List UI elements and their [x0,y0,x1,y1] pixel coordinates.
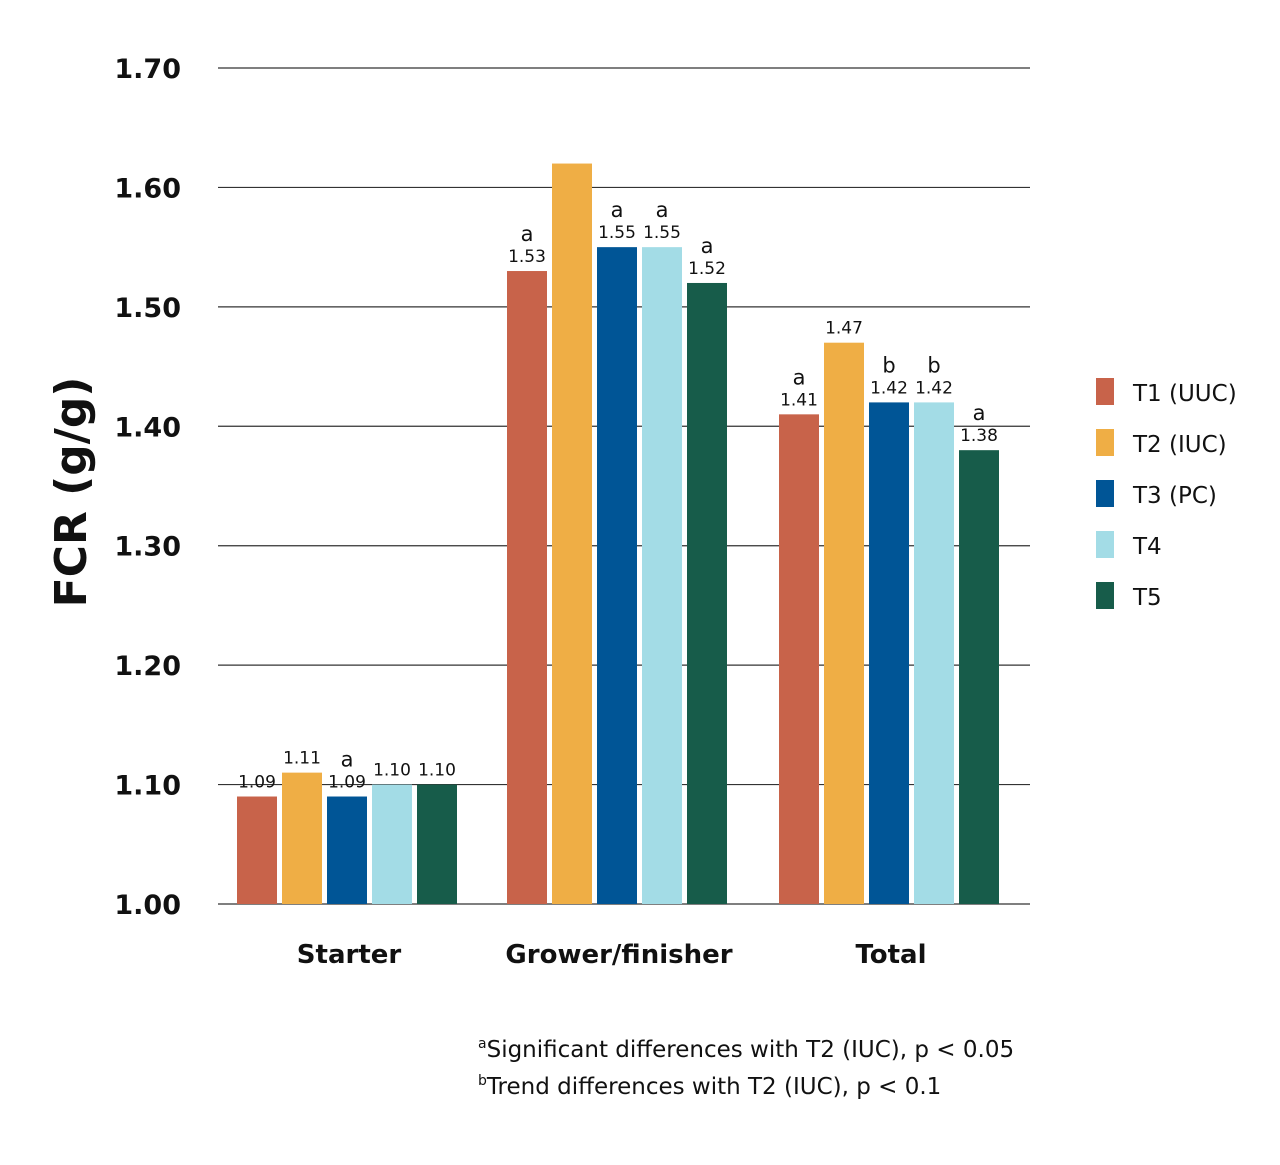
bar [552,163,592,905]
legend-label: T1 (UUC) [1132,381,1237,407]
bar [507,271,547,904]
footnote-b: bTrend differences with T2 (IUC), p < 0.… [478,1073,941,1100]
data-label: 1.11 [283,749,321,769]
y-tick-label: 1.70 [114,54,181,85]
data-label: 1.10 [418,761,456,781]
significance-letter: a [793,365,806,389]
bar [642,247,682,905]
data-label: 1.47 [825,319,863,339]
significance-letter: a [341,748,354,772]
footnote-text: Trend differences with T2 (IUC), p < 0.1 [486,1074,942,1100]
bar [824,342,864,905]
data-label: 1.09 [238,773,276,793]
bar [237,796,277,904]
category-label: Total [855,940,926,970]
significance-letter: a [656,198,669,222]
y-tick-label: 1.60 [114,173,181,204]
bar [779,414,819,904]
y-tick-label: 1.20 [114,651,181,682]
legend-swatch [1096,429,1114,456]
significance-letter: a [701,234,714,258]
footnote-a: aSignificant differences with T2 (IUC), … [478,1036,1014,1063]
y-tick-label: 1.00 [114,890,181,921]
legend-swatch [1096,480,1114,507]
y-tick-label: 1.50 [114,293,181,324]
bar [372,784,412,904]
significance-letter: a [973,401,986,425]
bar [959,450,999,904]
legend-swatch [1096,582,1114,609]
data-label: 1.09 [328,773,366,793]
legend-label: T2 (IUC) [1132,432,1227,458]
footnote-mark: b [478,1073,487,1089]
significance-letter: b [927,353,940,377]
legend-swatch [1096,378,1114,405]
bar [417,784,457,904]
legend-label: T4 [1132,534,1162,560]
y-tick-label: 1.30 [114,532,181,563]
significance-letter: b [882,353,895,377]
bar [914,402,954,904]
y-axis-label: FCR (g/g) [46,377,97,608]
bar [869,402,909,904]
significance-letter: a [611,198,624,222]
data-label: 1.55 [598,223,636,243]
category-label: Starter [297,940,402,970]
bar [597,247,637,905]
data-label: 1.10 [373,761,411,781]
data-label: 1.38 [960,426,998,446]
data-label: 1.52 [688,259,726,279]
data-label: 1.42 [870,378,908,398]
legend-swatch [1096,531,1114,558]
category-label: Grower/finisher [505,940,732,970]
data-label: 1.53 [508,247,546,267]
data-label: 1.55 [643,223,681,243]
bar [282,772,322,904]
bar [687,282,727,904]
bar [327,796,367,904]
legend-label: T5 [1132,585,1162,611]
data-label: 1.41 [780,390,818,410]
footnote-text: Significant differences with T2 (IUC), p… [486,1037,1015,1063]
significance-letter: a [521,222,534,246]
legend-label: T3 (PC) [1132,483,1217,509]
data-label: 1.42 [915,378,953,398]
y-tick-label: 1.10 [114,771,181,802]
y-tick-label: 1.40 [114,412,181,443]
footnote-mark: a [478,1036,487,1052]
